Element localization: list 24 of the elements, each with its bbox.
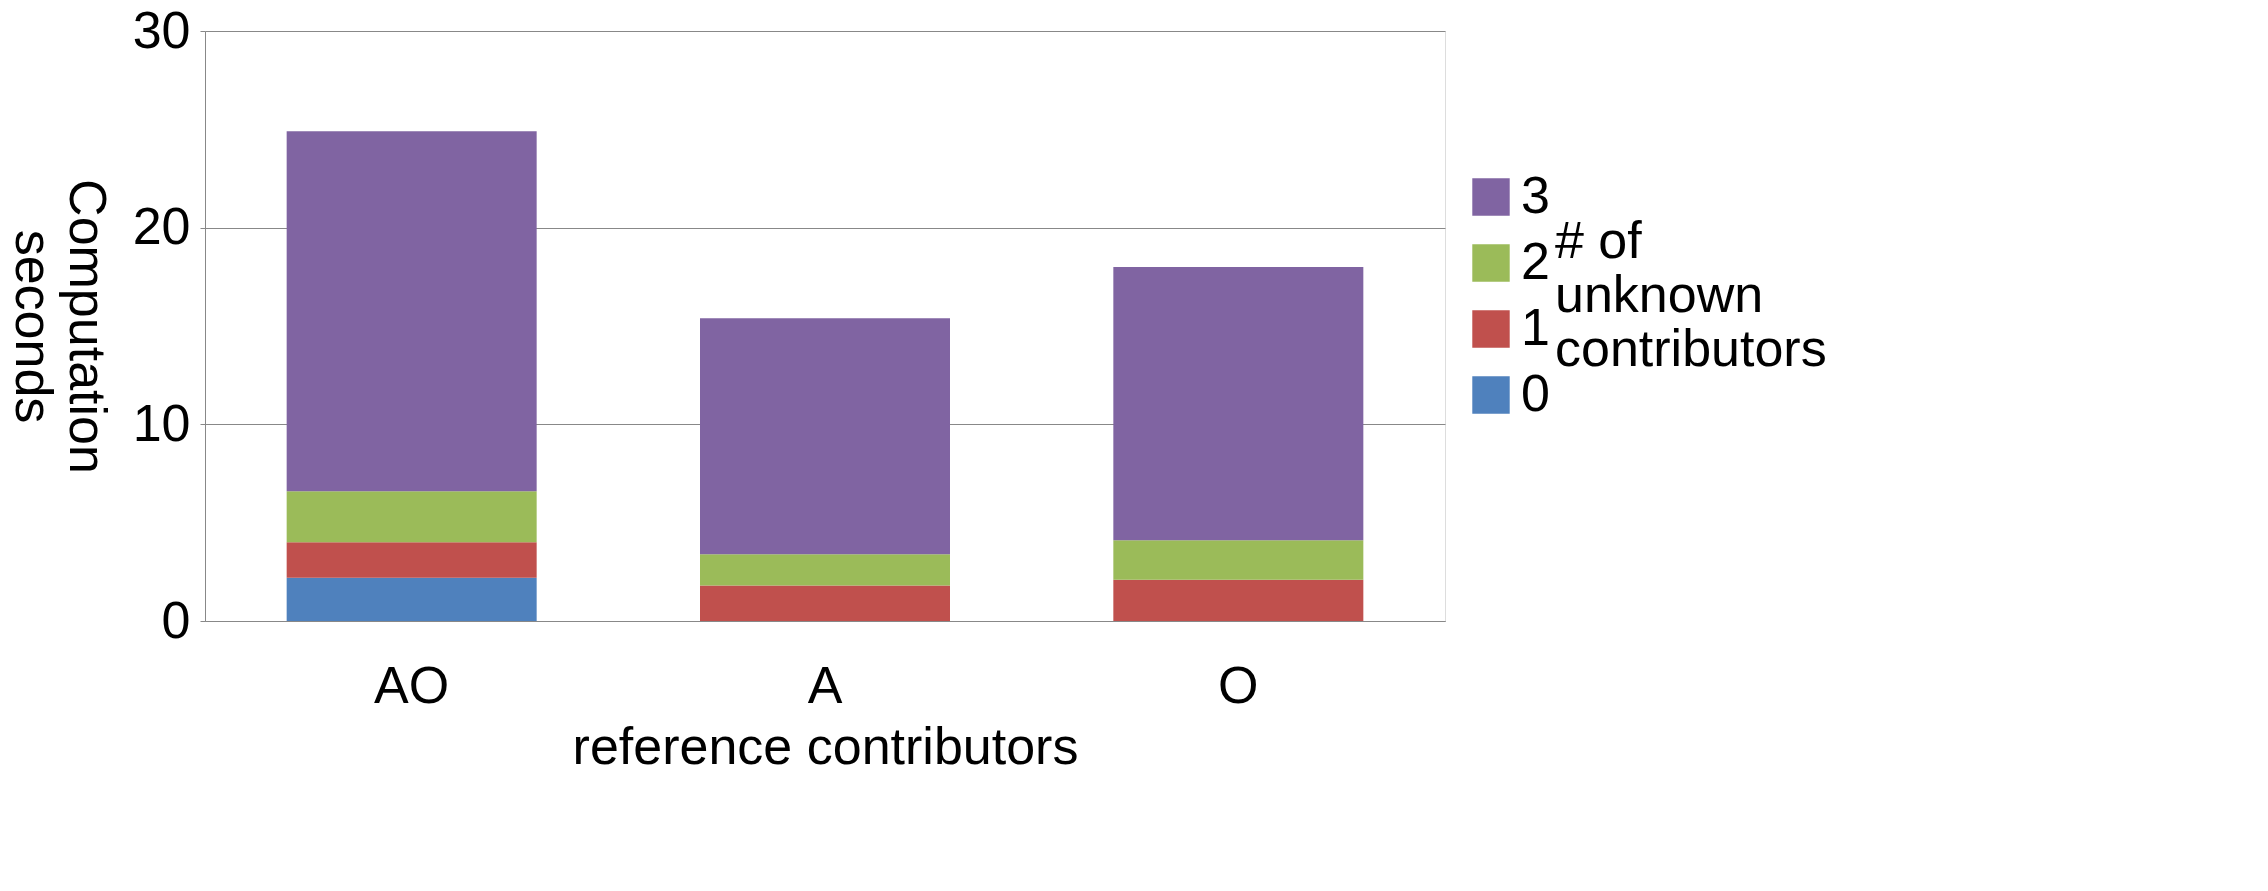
bar: [1113, 540, 1364, 580]
y-axis-title: Computation seconds: [4, 179, 117, 474]
legend-label: 3: [1521, 166, 1550, 224]
x-axis-title: reference contributors: [572, 716, 1079, 775]
bar: [700, 554, 950, 586]
legend-label: 0: [1521, 364, 1550, 422]
legend-label: 1: [1521, 298, 1550, 356]
legend-label: 2: [1521, 232, 1550, 290]
y-tick-label: 30: [132, 0, 191, 59]
bar: [700, 585, 950, 621]
y-tick-label: 10: [132, 393, 191, 452]
bar: [286, 131, 537, 492]
x-tick-label: A: [807, 655, 843, 714]
bar: [700, 318, 950, 555]
y-tick-label: 0: [161, 590, 191, 649]
legend-title: # of unknown contributors: [1555, 211, 1827, 377]
x-tick-label: AO: [374, 655, 450, 714]
bar: [1113, 267, 1364, 541]
bar: [286, 491, 537, 543]
bar: [286, 542, 537, 578]
y-tick-label: 20: [132, 197, 191, 256]
x-tick-label: O: [1218, 655, 1259, 714]
bar: [286, 577, 537, 621]
bar: [1113, 579, 1364, 621]
